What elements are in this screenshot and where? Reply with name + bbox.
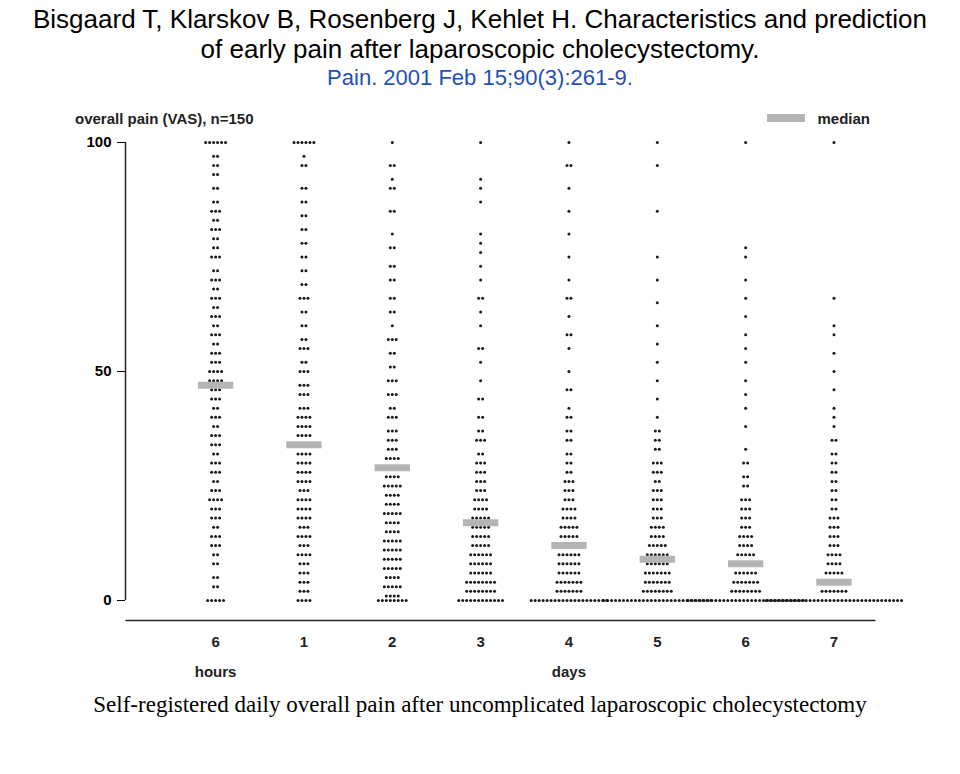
svg-text:1: 1	[300, 633, 308, 650]
html-text:overall pain (VAS), n=150: overall pain (VAS), n=150	[75, 109, 254, 127]
svg-text:hours: hours	[195, 663, 237, 680]
svg-text:100: 100	[86, 133, 111, 150]
svg-text:50: 50	[95, 362, 112, 379]
svg-text:3: 3	[476, 633, 484, 650]
svg-text:7: 7	[830, 633, 838, 650]
svg-text:0: 0	[103, 591, 111, 608]
svg-text:2: 2	[388, 633, 396, 650]
html-text:Self-registered daily overall: Self-registered daily overall pain after…	[93, 692, 867, 717]
svg-text:6: 6	[211, 633, 219, 650]
html-text:Pain. 2001 Feb 15;90(3):261-9.: Pain. 2001 Feb 15;90(3):261-9.	[327, 65, 633, 90]
svg-text:6: 6	[741, 633, 749, 650]
svg-text:5: 5	[653, 633, 661, 650]
svg-text:4: 4	[565, 633, 574, 650]
html-text:median: median	[817, 109, 870, 127]
svg-text:days: days	[552, 663, 586, 680]
html-text:Bisgaard T, Klarskov B, Rosenb: Bisgaard T, Klarskov B, Rosenberg J, Keh…	[33, 4, 927, 64]
